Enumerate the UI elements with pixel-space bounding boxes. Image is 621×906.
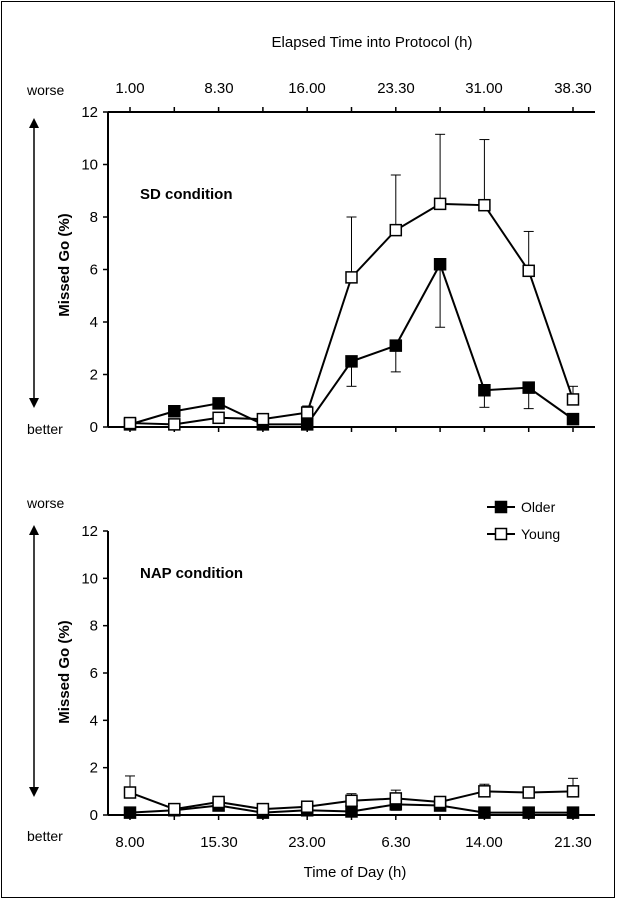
panel2-young-point [389,792,403,805]
panel1-young-point [168,418,181,431]
panel1-arrow-down-icon [29,398,39,408]
legend-label: Older [521,499,556,515]
panel1-young-point [212,411,225,425]
panel1-y-tick-label: 6 [90,262,98,279]
panel1-older-point [300,418,314,431]
panel1-older-point [478,384,491,397]
panel1-young-point [389,223,403,237]
panel1-y-tick-label: 0 [90,419,98,436]
panel1-older-point [168,405,181,418]
legend-label: Young [521,526,560,542]
panel2-y-tick-label: 2 [90,760,98,777]
panel1-young-point [566,393,580,406]
panel1-y-axis-title: Missed Go (%) [56,213,73,316]
legend-marker [494,527,508,541]
panel1-older-point [212,397,225,410]
panel2-y-tick-label: 6 [90,665,98,682]
panel2-y-axis-title: Missed Go (%) [56,620,73,723]
panel2-young-point [433,795,447,809]
panel1-condition-label: SD condition [140,186,233,203]
panel2-x-tick-label: 23.00 [288,834,326,851]
panel1-young-point [123,416,137,430]
panel1-young-point [345,271,358,284]
panel1-worse-label: worse [26,82,65,98]
panel2-x-tick-label: 14.00 [465,834,503,851]
panel2-young-point [300,800,314,813]
panel2-older-point [566,806,580,819]
panel2-young-point [345,794,358,808]
panel2-worse-label: worse [26,495,65,511]
panel2-condition-label: NAP condition [140,565,243,582]
panel1-top-tick-label: 16.00 [288,80,326,97]
panel1-y-tick-label: 10 [81,157,98,174]
panel2-young-point [123,786,137,799]
panel2-x-axis-title: Time of Day (h) [304,864,407,881]
panel1-young-point [478,198,491,212]
panel2-young-point [478,785,491,798]
figure-border [1,1,615,898]
panel1-older-point [522,381,535,394]
panel2-y-tick-label: 10 [81,570,98,587]
panel2-better-label: better [27,828,63,844]
panel1-top-tick-label: 8.30 [204,80,233,97]
panel2-older-point [522,806,535,819]
panel1-older-point [345,355,358,368]
panel2-y-tick-label: 4 [90,712,98,729]
panel1-y-tick-label: 8 [90,209,98,226]
panel2-x-tick-label: 8.00 [115,834,144,851]
panel2-x-tick-label: 6.30 [381,834,410,851]
panel1-y-tick-label: 2 [90,367,98,384]
panel2-y-tick-label: 8 [90,618,98,635]
panel1-top-tick-label: 31.00 [465,80,503,97]
panel1-y-tick-label: 4 [90,314,98,331]
panel2-young-point [212,795,225,809]
panel2-x-tick-label: 21.30 [554,834,592,851]
panel1-young-point [522,264,535,278]
panel2-arrow-up-icon [29,525,39,535]
panel1-y-tick-label: 12 [81,104,98,121]
panel1-young-point [256,412,270,426]
panel1-better-label: better [27,421,63,437]
panel1-older-point [433,258,447,271]
panel2-young-point [256,802,270,816]
panel2-older-point [478,806,491,819]
panel1-older-point [566,412,580,426]
panel1-arrow-up-icon [29,118,39,128]
panel1-young-point [300,406,314,419]
panel2-y-tick-label: 0 [90,807,98,824]
panel2-young-point [522,786,535,799]
legend-marker [494,500,508,514]
panel1-top-axis-title: Elapsed Time into Protocol (h) [272,34,473,51]
panel1-top-tick-label: 23.30 [377,80,415,97]
panel1-young-point [433,197,447,211]
panel1-top-tick-label: 38.30 [554,80,592,97]
panel2-young-point [168,802,181,816]
panel1-top-tick-label: 1.00 [115,80,144,97]
panel2-x-tick-label: 15.30 [200,834,238,851]
panel2-older-point [123,806,137,819]
panel2-y-tick-label: 12 [81,523,98,540]
panel1-older-point [389,339,403,352]
panel2-young-point [566,785,580,798]
panel2-arrow-down-icon [29,787,39,797]
